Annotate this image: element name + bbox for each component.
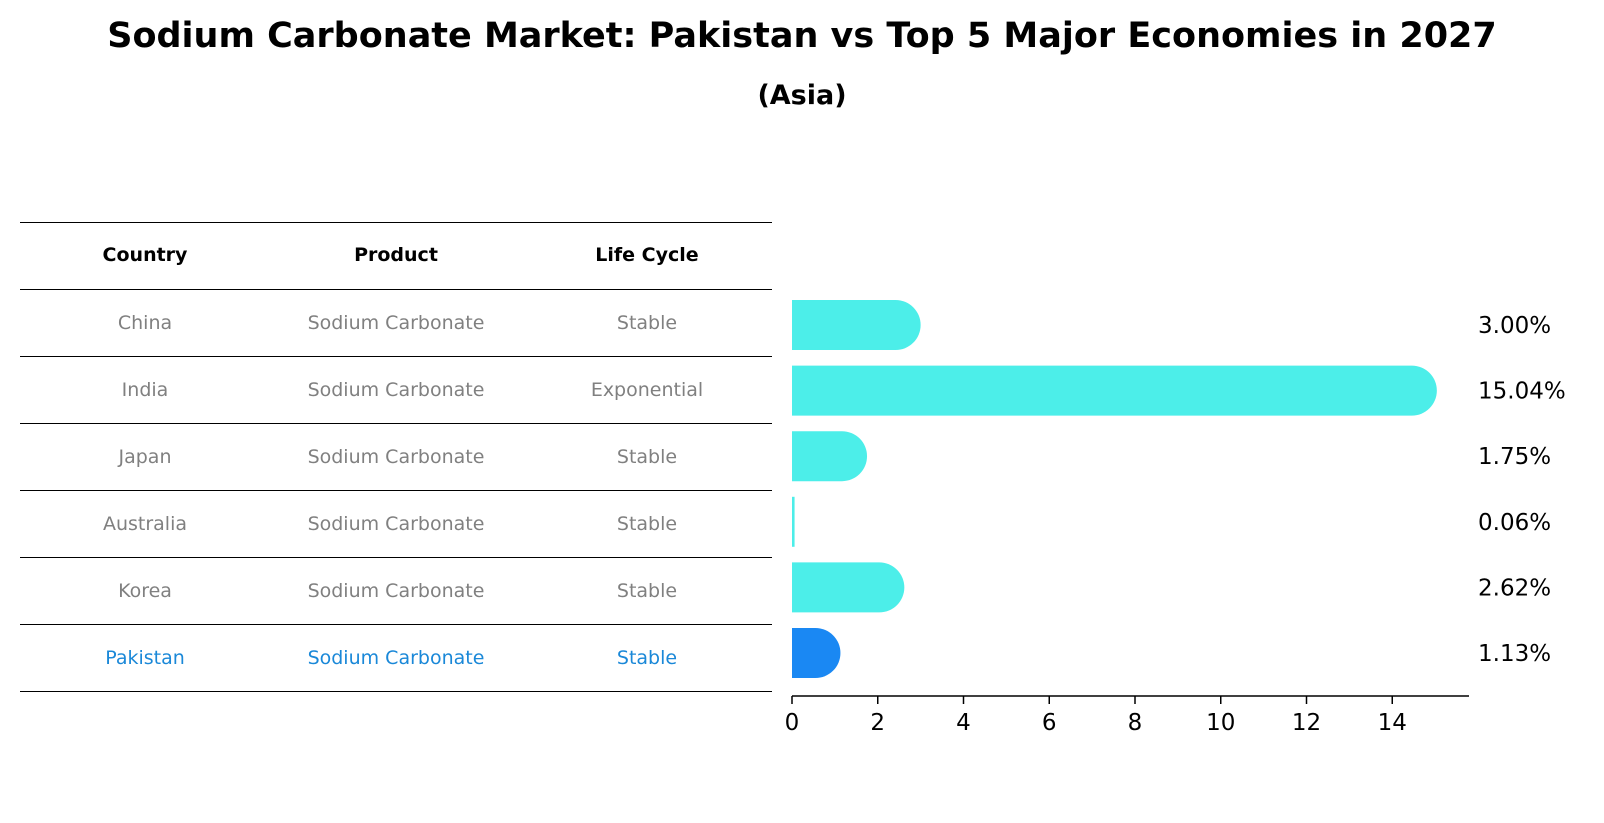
value-label-korea: 2.62% — [1478, 575, 1551, 601]
x-tick-label: 12 — [1292, 710, 1321, 736]
header-life-cycle: Life Cycle — [595, 244, 699, 266]
value-label-india: 15.04% — [1478, 379, 1566, 405]
cell-life-cycle: Stable — [616, 446, 678, 468]
cell-country: India — [121, 379, 169, 401]
x-tick-label: 6 — [1042, 710, 1057, 736]
bar-india — [792, 365, 1437, 416]
table-rule — [20, 289, 772, 290]
bar-pakistan — [792, 628, 841, 678]
cell-product: Sodium Carbonate — [307, 580, 485, 602]
cell-life-cycle: Stable — [616, 647, 678, 669]
cell-product: Sodium Carbonate — [307, 312, 485, 334]
cell-life-cycle: Stable — [616, 580, 678, 602]
cell-country: Pakistan — [105, 647, 185, 669]
cell-life-cycle: Exponential — [590, 379, 704, 401]
chart-title: Sodium Carbonate Market: Pakistan vs Top… — [107, 16, 1497, 56]
x-tick-label: 8 — [1128, 710, 1143, 736]
cell-country: Japan — [118, 446, 172, 468]
cell-life-cycle: Stable — [616, 513, 678, 535]
table-rule — [20, 356, 772, 357]
table-rule — [20, 691, 772, 692]
cell-product: Sodium Carbonate — [307, 446, 485, 468]
cell-country: Australia — [102, 513, 188, 535]
cell-product: Sodium Carbonate — [307, 379, 485, 401]
x-tick-label: 2 — [870, 710, 885, 736]
value-label-australia: 0.06% — [1478, 510, 1551, 536]
x-tick-label: 14 — [1378, 710, 1407, 736]
cell-product: Sodium Carbonate — [307, 513, 485, 535]
chart-subtitle: (Asia) — [757, 80, 847, 111]
x-tick-label: 10 — [1206, 710, 1235, 736]
table-rule — [20, 490, 772, 491]
table-rule — [20, 222, 772, 223]
value-label-china: 3.00% — [1478, 313, 1551, 339]
bar-korea — [792, 562, 905, 613]
table-rule — [20, 423, 772, 424]
value-label-japan: 1.75% — [1478, 444, 1551, 470]
header-country: Country — [102, 244, 188, 266]
bar-japan — [792, 431, 868, 482]
cell-product: Sodium Carbonate — [307, 647, 485, 669]
bar-australia — [792, 496, 795, 547]
bar-china — [792, 300, 921, 350]
table-rule — [20, 624, 772, 625]
table-rule — [20, 557, 772, 558]
cell-country: Korea — [118, 580, 172, 602]
x-tick-label: 4 — [956, 710, 971, 736]
value-label-pakistan: 1.13% — [1478, 641, 1551, 667]
cell-life-cycle: Stable — [616, 312, 678, 334]
x-tick-label: 0 — [785, 710, 800, 736]
header-product: Product — [354, 244, 438, 266]
cell-country: China — [117, 312, 173, 334]
